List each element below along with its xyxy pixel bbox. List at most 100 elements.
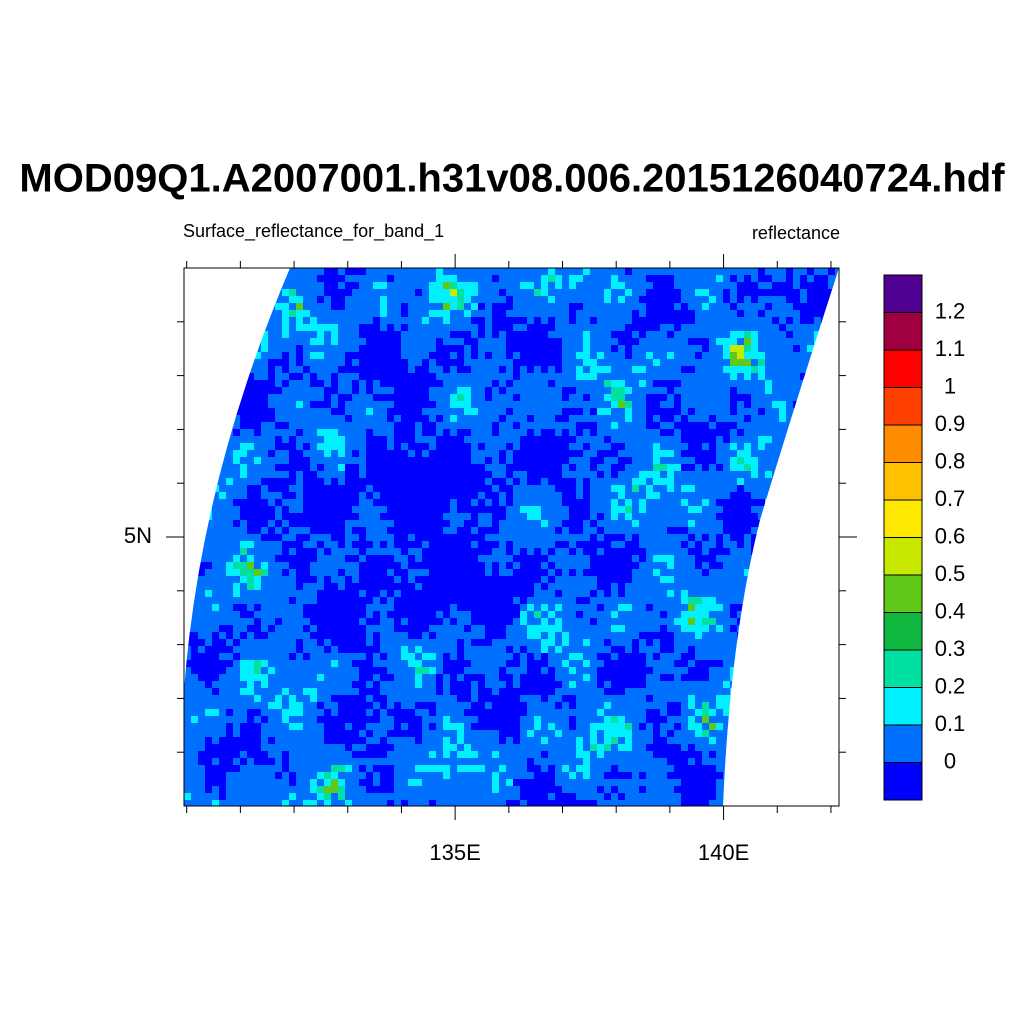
image-cell: [674, 387, 681, 394]
image-cell: [492, 478, 499, 485]
image-cell: [681, 359, 688, 366]
image-cell: [205, 373, 212, 380]
image-cell: [387, 366, 394, 373]
image-cell: [457, 296, 464, 303]
image-cell: [604, 352, 611, 359]
image-cell: [632, 562, 639, 569]
image-cell: [499, 345, 506, 352]
image-cell: [597, 422, 604, 429]
image-cell: [772, 492, 779, 499]
image-cell: [674, 534, 681, 541]
image-cell: [751, 534, 758, 541]
image-cell: [786, 373, 793, 380]
image-cell: [555, 282, 562, 289]
image-cell: [653, 562, 660, 569]
image-cell: [485, 345, 492, 352]
image-cell: [408, 436, 415, 443]
image-cell: [289, 387, 296, 394]
image-cell: [632, 429, 639, 436]
image-cell: [632, 485, 639, 492]
image-cell: [268, 499, 275, 506]
image-cell: [303, 394, 310, 401]
image-cell: [436, 555, 443, 562]
image-cell: [779, 492, 786, 499]
image-cell: [716, 555, 723, 562]
image-cell: [366, 604, 373, 611]
image-cell: [821, 562, 828, 569]
image-cell: [695, 443, 702, 450]
image-cell: [779, 359, 786, 366]
image-cell: [219, 415, 226, 422]
image-cell: [233, 485, 240, 492]
image-cell: [513, 317, 520, 324]
image-cell: [212, 317, 219, 324]
image-cell: [324, 373, 331, 380]
image-cell: [191, 380, 198, 387]
image-cell: [723, 289, 730, 296]
image-cell: [737, 331, 744, 338]
image-cell: [436, 548, 443, 555]
image-cell: [233, 471, 240, 478]
image-cell: [758, 471, 765, 478]
image-cell: [702, 408, 709, 415]
image-cell: [254, 576, 261, 583]
image-cell: [632, 541, 639, 548]
image-cell: [394, 450, 401, 457]
image-cell: [751, 436, 758, 443]
image-cell: [513, 282, 520, 289]
image-cell: [394, 492, 401, 499]
image-cell: [688, 618, 695, 625]
image-cell: [548, 527, 555, 534]
image-cell: [674, 401, 681, 408]
image-cell: [324, 604, 331, 611]
image-cell: [282, 429, 289, 436]
image-cell: [478, 289, 485, 296]
image-cell: [779, 303, 786, 310]
image-cell: [457, 590, 464, 597]
image-cell: [548, 576, 555, 583]
image-cell: [394, 394, 401, 401]
image-cell: [597, 345, 604, 352]
image-cell: [478, 485, 485, 492]
image-cell: [310, 597, 317, 604]
image-cell: [793, 611, 800, 618]
image-cell: [471, 289, 478, 296]
image-cell: [709, 289, 716, 296]
image-cell: [688, 499, 695, 506]
image-cell: [737, 296, 744, 303]
image-cell: [317, 478, 324, 485]
image-cell: [261, 464, 268, 471]
image-cell: [758, 485, 765, 492]
image-cell: [219, 289, 226, 296]
image-cell: [219, 422, 226, 429]
image-cell: [618, 499, 625, 506]
image-cell: [702, 373, 709, 380]
image-cell: [408, 352, 415, 359]
image-cell: [471, 303, 478, 310]
image-cell: [345, 541, 352, 548]
image-cell: [464, 415, 471, 422]
image-cell: [786, 492, 793, 499]
image-cell: [436, 492, 443, 499]
image-cell: [709, 548, 716, 555]
image-cell: [198, 492, 205, 499]
image-cell: [702, 450, 709, 457]
image-cell: [618, 345, 625, 352]
image-cell: [828, 289, 835, 296]
image-cell: [828, 338, 835, 345]
image-cell: [275, 443, 282, 450]
image-cell: [660, 590, 667, 597]
image-cell: [765, 443, 772, 450]
image-cell: [625, 359, 632, 366]
image-cell: [191, 324, 198, 331]
image-cell: [513, 499, 520, 506]
image-cell: [660, 632, 667, 639]
image-cell: [429, 506, 436, 513]
image-cell: [786, 282, 793, 289]
image-cell: [212, 345, 219, 352]
image-cell: [702, 576, 709, 583]
image-cell: [632, 632, 639, 639]
image-cell: [464, 282, 471, 289]
image-cell: [247, 345, 254, 352]
image-cell: [233, 296, 240, 303]
